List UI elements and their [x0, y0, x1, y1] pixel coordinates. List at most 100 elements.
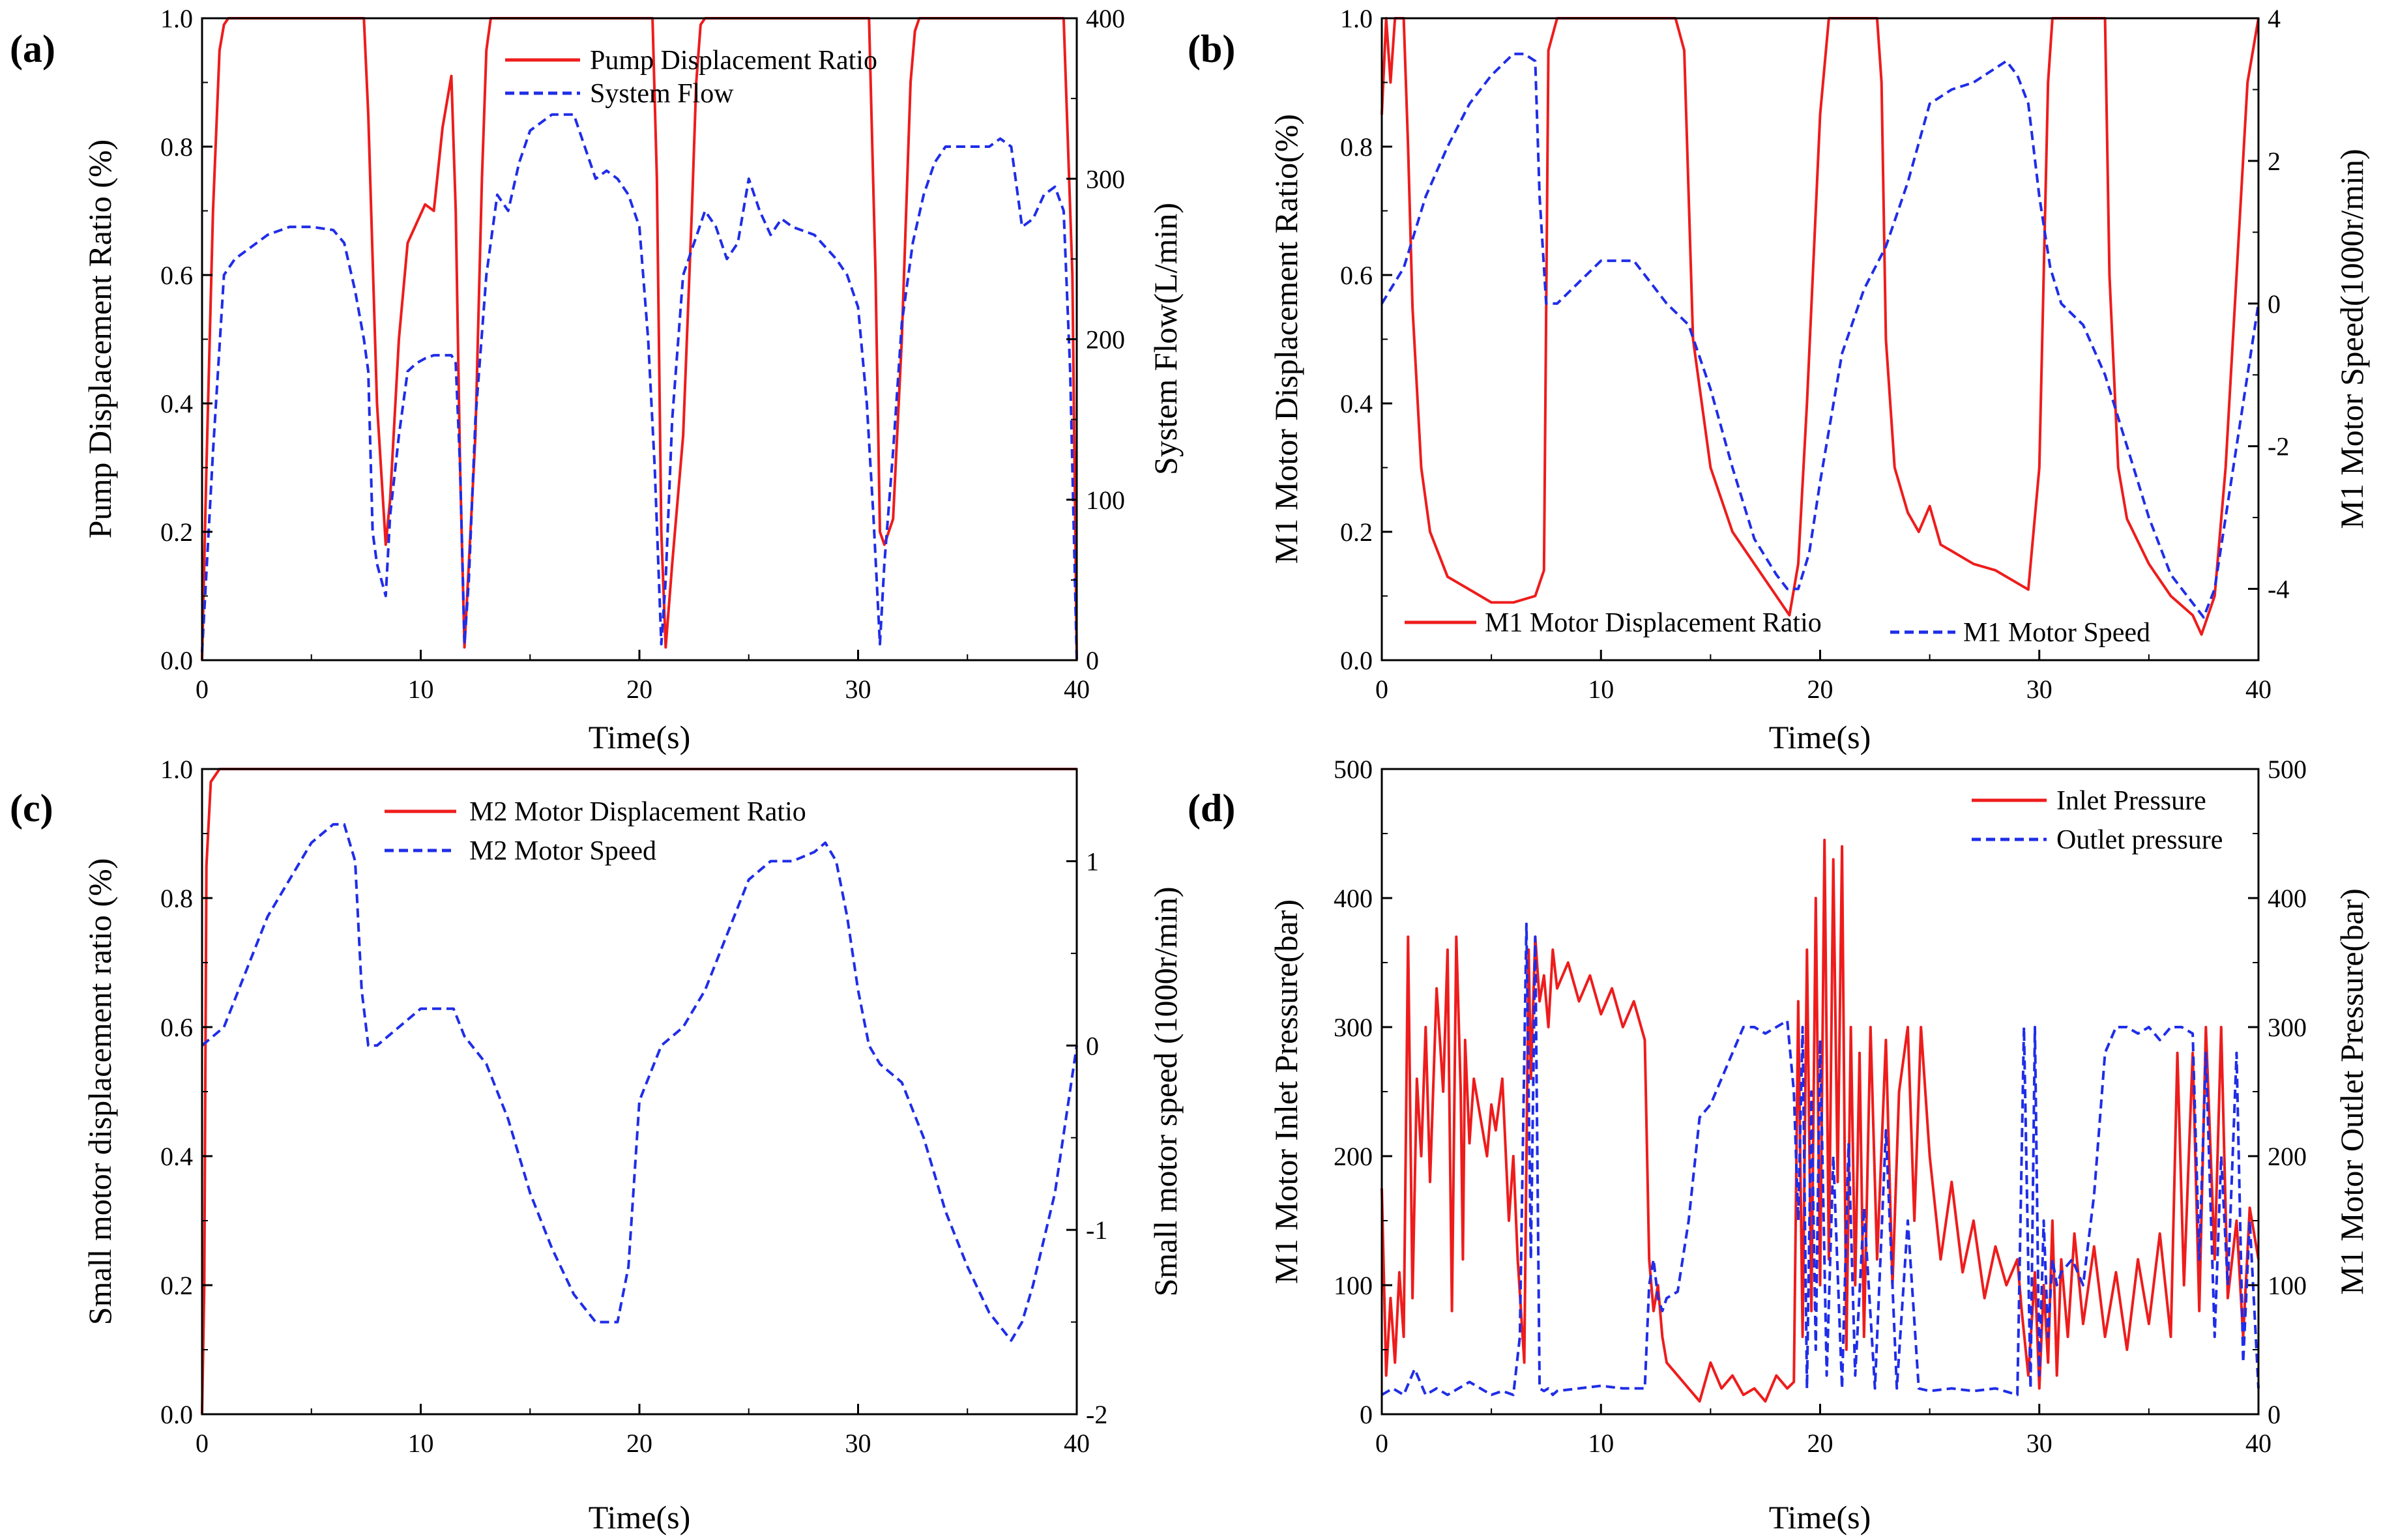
panel-c-y2-tick-label: 0 — [1086, 1031, 1099, 1060]
panel-c-x-tick-label: 10 — [408, 1429, 434, 1458]
panel-a-series — [201, 17, 1078, 661]
panel-b-x-tick-label: 20 — [1807, 675, 1833, 704]
panel-d-y2-label: M1 Motor Outlet Pressure(bar) — [2333, 888, 2370, 1295]
panel-d-x-tick-label: 20 — [1807, 1429, 1833, 1458]
panel-b-series-2-line — [1380, 52, 2260, 619]
panel-a-x-axis: 0 10 20 30 40 — [196, 650, 1090, 704]
panel-d-legend-label-2: Outlet pressure — [2056, 825, 2223, 855]
panel-b-y-tick-label: 1.0 — [1340, 4, 1373, 33]
panel-b-y2-tick-label: 0 — [2268, 289, 2281, 319]
panel-c-y2-tick-label: -1 — [1086, 1215, 1107, 1245]
panel-d-series — [1380, 838, 2260, 1403]
panel-c-legend-label-1: M2 Motor Displacement Ratio — [469, 797, 806, 827]
panel-c: (c) 0 10 20 30 40 0.00.20.40.60.81.0 -2-101 … — [10, 755, 1184, 1535]
panel-b-y-tick-label: 0.4 — [1340, 389, 1373, 418]
panel-b-y2-tick-label: 2 — [2268, 147, 2281, 176]
panel-d-x-tick-label: 40 — [2245, 1429, 2271, 1458]
panel-d-y-tick-label: 0 — [1360, 1400, 1373, 1429]
panel-b-y2-tick-label: 4 — [2268, 4, 2281, 33]
panel-d-legend: Inlet Pressure Outlet pressure — [1972, 786, 2223, 855]
panel-a-x-tick-label: 40 — [1064, 675, 1090, 704]
panel-c-series-2-line — [201, 822, 1078, 1342]
panel-b-x-tick-label: 10 — [1588, 675, 1614, 704]
panel-a-x-tick-label: 0 — [196, 675, 209, 704]
panel-a-y2-tick-label: 300 — [1086, 164, 1125, 194]
panel-a-y2-tick-label: 0 — [1086, 646, 1099, 675]
panel-tag-c: (c) — [10, 787, 53, 830]
panel-c-y-label: Small motor displacement ratio (%) — [81, 858, 118, 1325]
panel-a-y2-tick-label: 200 — [1086, 325, 1125, 355]
panel-d-x-tick-label: 30 — [2026, 1429, 2052, 1458]
panel-tag-b: (b) — [1188, 27, 1235, 70]
panel-d-series-2-line — [1380, 922, 2260, 1397]
panel-d-x-tick-label: 0 — [1375, 1429, 1388, 1458]
panel-c-y-tick-label: 0.2 — [160, 1271, 193, 1300]
panel-b-y-tick-label: 0.2 — [1340, 517, 1373, 547]
panel-d-series-1-line — [1380, 838, 2260, 1403]
panel-c-x-tick-label: 0 — [196, 1429, 209, 1458]
panel-c-x-tick-label: 30 — [845, 1429, 871, 1458]
panel-a-y-label: Pump Displacement Ratio (%) — [81, 139, 118, 538]
panel-c-legend-label-2: M2 Motor Speed — [469, 836, 656, 866]
panel-a-y2-tick-label: 100 — [1086, 486, 1125, 515]
panel-d-y2-tick-label: 400 — [2268, 884, 2307, 913]
panel-d-x-axis: 0 10 20 30 40 — [1375, 1404, 2271, 1458]
panel-c-left-axis: 0.0 0.2 0.4 0.6 0.8 1.0 — [160, 755, 212, 1429]
panel-b-y2-tick-label: -4 — [2268, 575, 2289, 604]
panel-a-left-axis: 0.0 0.2 0.4 0.6 0.8 1.0 — [160, 4, 212, 675]
panel-b-x-axis: 0 10 20 30 40 — [1375, 650, 2271, 704]
panel-a-y-tick-label: 0.4 — [160, 389, 193, 418]
panel-d-left-axis: 0 100 200 300 400 500 — [1334, 755, 1392, 1429]
panel-a-y-tick-label: 0.6 — [160, 261, 193, 290]
panel-a-x-label: Time(s) — [589, 719, 691, 755]
panel-a-y-tick-label: 0.2 — [160, 517, 193, 547]
panel-b-legend-label-2: M1 Motor Speed — [1963, 618, 2150, 648]
panel-a-y-tick-label: 0.0 — [160, 646, 193, 675]
panel-a-y-tick-label: 1.0 — [160, 4, 193, 33]
panel-tag-a: (a) — [10, 27, 55, 70]
panel-b-y-tick-label: 0.0 — [1340, 646, 1373, 675]
panel-a-series-2-line — [201, 113, 1078, 661]
panel-a-y2-tick-label: 400 — [1086, 4, 1125, 33]
panel-b-legend-label-1: M1 Motor Displacement Ratio — [1485, 608, 1822, 638]
panel-b-y-label: M1 Motor Displacement Ratio(%) — [1268, 114, 1304, 564]
panel-d-right-axis: 0 100 200 300 400 500 — [2248, 755, 2307, 1429]
panel-c-y-tick-label: 0.6 — [160, 1013, 193, 1042]
panel-c-x-axis: 0 10 20 30 40 — [196, 1404, 1090, 1458]
panel-d-y-tick-label: 100 — [1334, 1271, 1373, 1300]
panel-b-x-tick-label: 30 — [2026, 675, 2052, 704]
panel-a-x-tick-label: 20 — [626, 675, 652, 704]
panel-d-x-label: Time(s) — [1769, 1499, 1871, 1535]
panel-a: (a) 0 10 20 30 40 0.0 0.2 0.4 0.6 0.8 1.0 0 100 200… — [10, 4, 1184, 755]
panel-c-y2-label: Small motor speed (1000r/min) — [1147, 886, 1184, 1296]
panel-b-right-axis: -4 -2 0 2 4 — [2248, 4, 2289, 604]
panel-a-series-1-line — [201, 17, 1078, 661]
panel-c-right-axis: -2 -1 0 1 — [1066, 847, 1107, 1429]
panel-a-y2-label: System Flow(L/min) — [1147, 203, 1184, 475]
panel-b-series — [1380, 17, 2260, 636]
panel-d-y-tick-label: 300 — [1334, 1013, 1373, 1042]
panel-d-y2-tick-label: 200 — [2268, 1142, 2307, 1171]
panel-c-y-tick-label: 1.0 — [160, 755, 193, 784]
panel-c-x-tick-label: 40 — [1064, 1429, 1090, 1458]
panel-a-legend-label-2: System Flow — [590, 79, 734, 109]
panel-c-y2-tick-label: -2 — [1086, 1400, 1107, 1429]
panel-b-y-tick-label: 0.8 — [1340, 132, 1373, 162]
panel-b-legend: M1 Motor Displacement Ratio M1 Motor Spe… — [1405, 608, 2150, 648]
panel-c-y-tick-label: 0.0 — [160, 1400, 193, 1429]
panel-b-y-tick-label: 0.6 — [1340, 261, 1373, 290]
panel-b-x-tick-label: 0 — [1375, 675, 1388, 704]
panel-d-y2-tick-label: 300 — [2268, 1013, 2307, 1042]
panel-c-y-tick-label: 0.4 — [160, 1142, 193, 1171]
panel-c-y-tick-label: 0.8 — [160, 884, 193, 913]
panel-d-y-tick-label: 500 — [1334, 755, 1373, 784]
panel-b-left-axis: 0.0 0.2 0.4 0.6 0.8 1.0 — [1340, 4, 1392, 675]
panel-b-x-tick-label: 40 — [2245, 675, 2271, 704]
panel-b-y2-label: M1 Motor Speed(1000r/min) — [2333, 149, 2370, 529]
panel-d-x-tick-label: 10 — [1588, 1429, 1614, 1458]
panel-d-y-label: M1 Motor Inlet Pressure(bar) — [1268, 899, 1304, 1284]
panel-b-series-1-line — [1380, 17, 2260, 636]
panel-a-legend: Pump Displacement Ratio System Flow — [505, 46, 877, 109]
panel-b: (b) 0 10 20 30 40 0.0 0.2 0.4 0.6 0.8 1.0 -4 -2 0 2 4… — [1188, 4, 2370, 755]
